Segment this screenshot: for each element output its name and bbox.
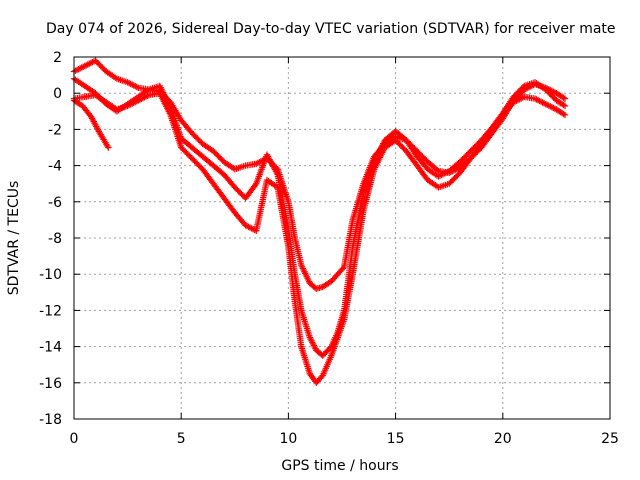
axis-ticks bbox=[73, 56, 611, 420]
data-point bbox=[561, 102, 569, 110]
y-tick-label: -16 bbox=[39, 376, 62, 392]
y-tick-label: -2 bbox=[48, 122, 62, 138]
series-1 bbox=[70, 57, 569, 292]
data-point bbox=[560, 110, 567, 118]
y-tick-label: -10 bbox=[39, 267, 62, 283]
series-3 bbox=[70, 90, 569, 386]
data-point bbox=[105, 144, 112, 151]
series-4 bbox=[70, 97, 112, 151]
y-tick-label: -12 bbox=[39, 303, 62, 319]
x-axis-label: GPS time / hours bbox=[281, 458, 398, 474]
data-point bbox=[339, 265, 347, 272]
x-tick-label: 5 bbox=[177, 431, 186, 447]
x-axis-tick-labels: 0 5 10 15 20 25 bbox=[70, 431, 619, 447]
x-tick-label: 20 bbox=[494, 431, 512, 447]
grid bbox=[74, 57, 610, 419]
data-points bbox=[70, 57, 569, 386]
data-point bbox=[560, 101, 567, 109]
x-tick-label: 25 bbox=[601, 431, 619, 447]
data-point bbox=[561, 111, 569, 119]
y-tick-label: -4 bbox=[48, 159, 62, 175]
data-point bbox=[318, 373, 325, 381]
data-point bbox=[144, 92, 151, 99]
chart-title: Day 074 of 2026, Sidereal Day-to-day VTE… bbox=[46, 21, 616, 37]
y-tick-label: -14 bbox=[39, 340, 62, 356]
data-point bbox=[561, 95, 569, 102]
x-tick-label: 0 bbox=[70, 431, 79, 447]
x-tick-label: 15 bbox=[387, 431, 405, 447]
x-tick-label: 10 bbox=[279, 431, 297, 447]
data-point bbox=[251, 181, 259, 189]
y-tick-label: -8 bbox=[48, 231, 62, 247]
data-point bbox=[433, 166, 441, 174]
y-axis-label: SDTVAR / TECUs bbox=[6, 181, 22, 296]
y-axis-tick-labels: 2 0 -2 -4 -6 -8 -10 -12 -14 -16 -18 bbox=[39, 50, 62, 428]
series-2 bbox=[70, 75, 569, 359]
data-point bbox=[560, 94, 567, 101]
y-tick-label: 2 bbox=[53, 50, 62, 66]
y-tick-label: 0 bbox=[53, 86, 62, 102]
data-point bbox=[133, 83, 140, 91]
data-point bbox=[112, 74, 119, 81]
y-tick-label: -18 bbox=[39, 412, 62, 428]
y-tick-label: -6 bbox=[48, 195, 62, 211]
